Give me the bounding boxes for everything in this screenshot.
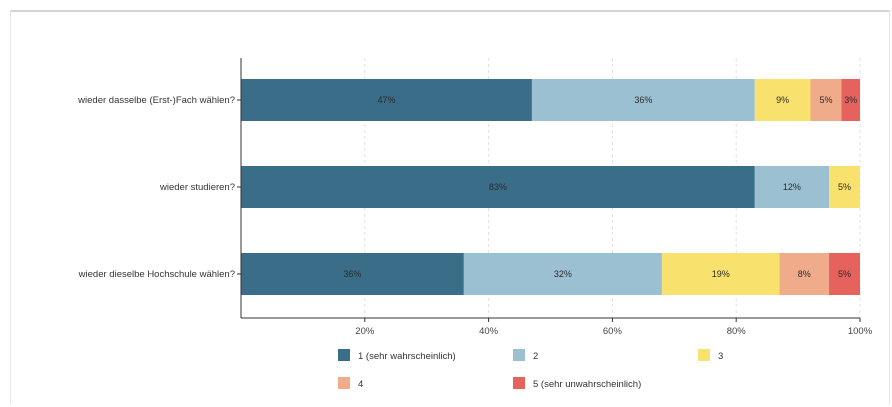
legend-label: 2	[533, 351, 538, 362]
bar-value-label: 12%	[783, 182, 801, 192]
category-label: wieder studieren?	[159, 182, 235, 193]
legend-swatch	[513, 349, 525, 361]
legend-label: 4	[358, 379, 363, 390]
legend-swatch	[698, 349, 710, 361]
bar-value-label: 5%	[838, 182, 851, 192]
bar-value-label: 83%	[489, 182, 507, 192]
bar-value-label: 36%	[343, 269, 361, 279]
x-tick-label: 60%	[603, 326, 623, 337]
x-tick-label: 80%	[727, 326, 747, 337]
bar-value-label: 32%	[554, 269, 572, 279]
legend-label: 1 (sehr wahrscheinlich)	[358, 351, 456, 362]
bar-value-label: 8%	[798, 269, 811, 279]
legend-swatch	[338, 349, 350, 361]
bar-value-label: 5%	[838, 269, 851, 279]
category-label: wieder dasselbe (Erst-)Fach wählen?	[77, 95, 235, 106]
x-tick-label: 20%	[355, 326, 375, 337]
legend-swatch	[338, 377, 350, 389]
legend-label: 3	[718, 351, 723, 362]
legend-label: 5 (sehr unwahrscheinlich)	[533, 379, 641, 390]
category-label: wieder dieselbe Hochschule wählen?	[78, 269, 235, 280]
legend-swatch	[513, 377, 525, 389]
bar-value-label: 47%	[377, 95, 395, 105]
bar-value-label: 5%	[819, 95, 832, 105]
bar-value-label: 9%	[776, 95, 789, 105]
bar-value-label: 36%	[634, 95, 652, 105]
x-tick-label: 100%	[848, 326, 873, 337]
x-tick-label: 40%	[479, 326, 499, 337]
bar-value-label: 3%	[844, 95, 857, 105]
bar-value-label: 19%	[712, 269, 730, 279]
